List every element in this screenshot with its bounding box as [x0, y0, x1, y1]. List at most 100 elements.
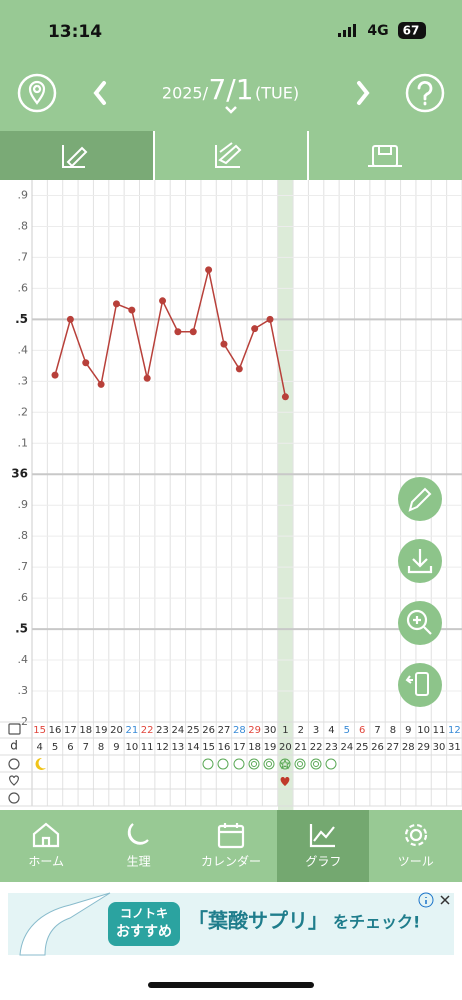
- ad-close[interactable]: [440, 895, 450, 905]
- temperature-point: [97, 380, 105, 388]
- date-label: 6: [359, 725, 365, 736]
- nav-label: 生理: [127, 855, 151, 869]
- ad-product: 「葉酸サプリ」: [188, 909, 328, 933]
- cycle-marks: [202, 758, 337, 770]
- y-tick-label: .8: [18, 529, 29, 542]
- date-dropdown[interactable]: [225, 106, 237, 114]
- fab-rotate[interactable]: [398, 663, 442, 707]
- moon: [35, 757, 46, 770]
- cycle-day: 8: [98, 742, 104, 753]
- date-label: 27: [218, 725, 231, 736]
- cycle-day: 23: [325, 742, 338, 753]
- tab-icon-record[interactable]: [368, 145, 402, 167]
- temperature-line: [54, 269, 287, 397]
- cycle-table: 15 16 17 18 19 20 21 22 23 24 25 26 27 28 29 30 1 2 3 4 5 6 7 8…: [0, 721, 462, 807]
- date-label: 3: [313, 725, 319, 736]
- cycle-day: 19: [264, 742, 277, 753]
- cycle-day: 15: [202, 742, 215, 753]
- ad-bird: [19, 892, 111, 956]
- fab-edit[interactable]: [398, 477, 442, 521]
- date-label: 11: [433, 725, 446, 736]
- cycle-day: 7: [83, 742, 89, 753]
- today-highlight: [278, 180, 294, 810]
- nav-icons: [32, 822, 428, 849]
- help-button[interactable]: [405, 73, 445, 113]
- y-tick-label: .9: [18, 498, 29, 511]
- date-label: 30: [264, 725, 277, 736]
- temperature-point: [281, 393, 289, 401]
- cycle-day: 10: [125, 742, 138, 753]
- date-label: 9: [405, 725, 411, 736]
- status-network: 4G: [367, 23, 388, 39]
- y-tick-label: .2: [18, 405, 29, 418]
- date-label: 4: [328, 725, 334, 736]
- temperature-point: [189, 328, 197, 336]
- temperature-point: [66, 315, 74, 323]
- cycle-day: 4: [36, 742, 42, 753]
- cycle-day: 5: [52, 742, 58, 753]
- date-label: 15: [33, 725, 46, 736]
- tab-icon-graph-edit: [62, 145, 88, 168]
- y-tick-label: .4: [18, 653, 29, 666]
- temperature-point: [112, 300, 120, 308]
- cycle-day: 6: [67, 742, 73, 753]
- temperature-point: [235, 365, 243, 373]
- tab-selected[interactable]: [0, 131, 153, 180]
- date-label: 2: [298, 725, 304, 736]
- date-day[interactable]: 7/1: [208, 73, 253, 106]
- temperature-point: [143, 374, 151, 382]
- cycle-day: 21: [294, 742, 307, 753]
- date-label: 25: [187, 725, 200, 736]
- fab-download[interactable]: [398, 539, 442, 583]
- date-label: 5: [344, 725, 350, 736]
- temperature-point: [251, 325, 259, 333]
- date-weekday: (TUE): [255, 84, 299, 103]
- next-day[interactable]: [357, 81, 370, 105]
- date-year: 2025/: [162, 84, 209, 103]
- date-label: 26: [202, 725, 215, 736]
- y-tick-label: .1: [18, 436, 29, 449]
- date-label: 21: [125, 725, 138, 736]
- date-label: 16: [49, 725, 62, 736]
- cycle-day: 11: [141, 742, 154, 753]
- prev-day[interactable]: [93, 81, 106, 105]
- cycle-day: 20: [279, 742, 292, 753]
- location-icon: [28, 80, 46, 105]
- cycle-day: 31: [448, 742, 461, 753]
- tab-icon-graph-multi[interactable]: [215, 142, 242, 168]
- home-indicator: [148, 982, 314, 988]
- temperature-point: [220, 340, 228, 348]
- nav-label: ツール: [398, 855, 434, 869]
- temperature-point: [51, 371, 59, 379]
- temperature-point: [266, 315, 274, 323]
- cycle-day: 12: [156, 742, 169, 753]
- ad-info[interactable]: [418, 892, 434, 908]
- status-time: 13:14: [48, 22, 102, 42]
- nav-label: カレンダー: [201, 854, 261, 869]
- y-tick-label: .3: [18, 374, 29, 387]
- date-label: 29: [248, 725, 261, 736]
- ad-tag: おすすめ: [116, 924, 172, 940]
- header-bg: [0, 0, 462, 131]
- fab-zoom[interactable]: [398, 601, 442, 645]
- location-button[interactable]: [17, 73, 57, 113]
- cycle-day: 24: [340, 742, 353, 753]
- row-icons: [8, 723, 21, 804]
- row-label-cycle: d: [10, 739, 18, 753]
- date-label: 19: [95, 725, 108, 736]
- ad-cta: をチェック!: [333, 913, 420, 932]
- date-label: 8: [390, 725, 396, 736]
- cycle-day: 13: [172, 742, 185, 753]
- y-tick-label: .6: [18, 591, 29, 604]
- y-tick-label: .8: [18, 219, 29, 232]
- date-label: 24: [172, 725, 185, 736]
- help-icon: [417, 81, 433, 106]
- chart-bg: [0, 180, 462, 810]
- y-tick-label: 36: [11, 467, 28, 481]
- temperature-point: [174, 328, 182, 336]
- y-tick-label: .3: [18, 684, 29, 697]
- ad-brand: コノトキ: [120, 907, 168, 921]
- temperature-point: [128, 306, 136, 314]
